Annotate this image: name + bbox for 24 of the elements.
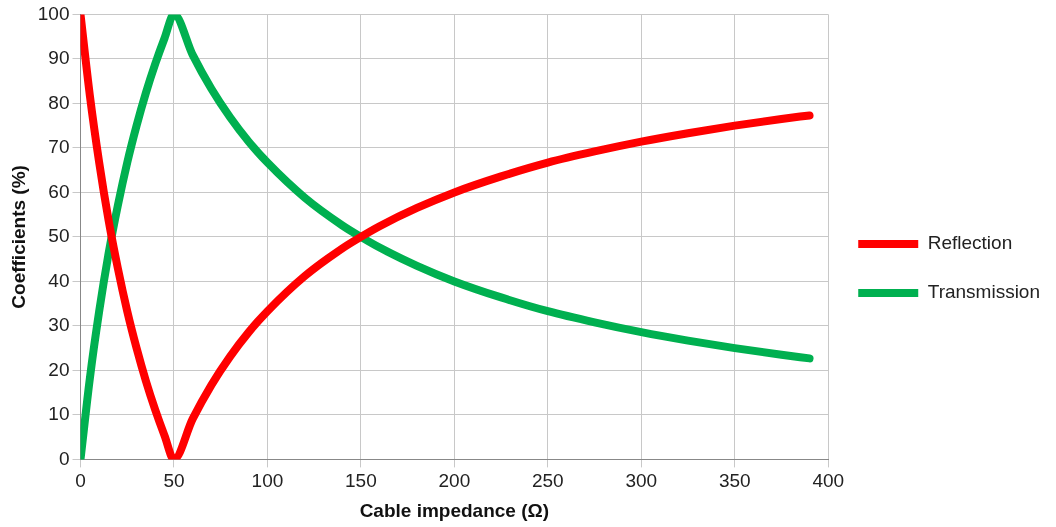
y-tick-label: 0 (58, 447, 70, 469)
legend-label: Transmission (927, 281, 1040, 303)
y-tick-label: 60 (48, 180, 70, 202)
y-tick-label: 40 (48, 269, 70, 291)
x-tick-label: 350 (718, 470, 751, 492)
y-tick-label: 20 (48, 358, 70, 380)
y-tick-label: 90 (48, 47, 70, 69)
y-axis-title: Coefficients (%) (7, 165, 29, 309)
x-tick-label: 50 (163, 470, 185, 492)
y-tick-label: 30 (48, 314, 70, 336)
legend-label: Reflection (927, 232, 1013, 254)
x-tick-label: 400 (812, 470, 845, 492)
y-tick-label: 10 (48, 403, 70, 425)
y-tick-label: 70 (48, 136, 70, 158)
x-tick-label: 100 (251, 470, 284, 492)
y-tick-label: 50 (48, 225, 70, 247)
x-axis-title: Cable impedance (Ω) (359, 499, 550, 521)
x-tick-label: 250 (531, 470, 564, 492)
x-tick-label: 150 (345, 470, 377, 492)
x-tick-label: 300 (625, 470, 658, 492)
y-tick-label: 80 (48, 91, 70, 113)
y-tick-label: 100 (37, 2, 70, 24)
x-tick-label: 0 (75, 470, 86, 492)
x-tick-label: 200 (438, 470, 471, 492)
